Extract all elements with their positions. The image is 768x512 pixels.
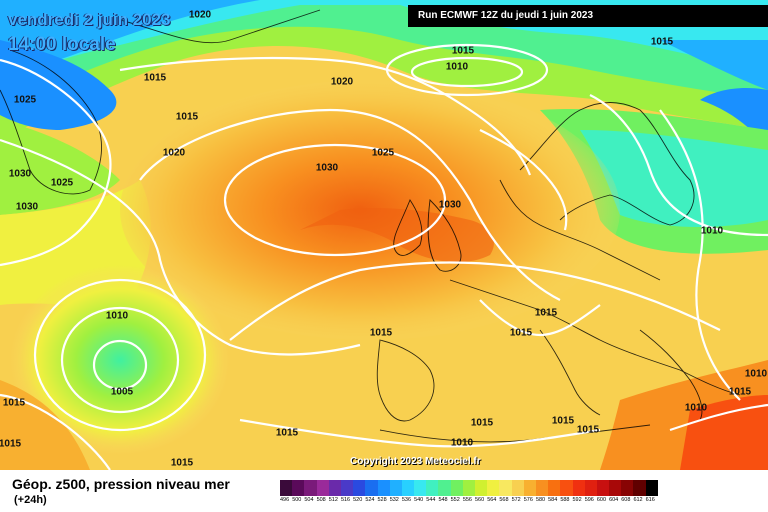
scale-label: 536 xyxy=(401,497,412,503)
legend-bar: Géop. z500, pression niveau mer (+24h) 4… xyxy=(0,470,768,512)
scale-swatch: 496 xyxy=(280,480,293,503)
scale-label: 544 xyxy=(426,497,436,503)
forecast-time: 14:00 locale xyxy=(8,34,116,55)
scale-swatch: 608 xyxy=(621,480,634,503)
scale-swatch: 588 xyxy=(560,480,573,503)
scale-swatch: 544 xyxy=(426,480,439,503)
scale-label: 552 xyxy=(450,497,460,503)
scale-swatch: 604 xyxy=(609,480,622,503)
scale-swatch: 520 xyxy=(353,480,366,503)
scale-label: 520 xyxy=(353,497,363,503)
forecast-date: vendredi 2 juin 2023 xyxy=(8,10,171,29)
scale-label: 580 xyxy=(535,497,546,503)
scale-label: 560 xyxy=(475,497,485,503)
scale-swatch: 548 xyxy=(438,480,451,503)
scale-swatch: 616 xyxy=(645,480,658,503)
scale-label: 548 xyxy=(438,497,448,503)
scale-label: 564 xyxy=(487,497,497,503)
scale-swatch: 528 xyxy=(377,480,390,503)
scale-label: 608 xyxy=(621,497,631,503)
scale-swatch: 564 xyxy=(487,480,500,503)
scale-label: 604 xyxy=(609,497,619,503)
scale-swatch: 532 xyxy=(389,480,402,503)
scale-label: 540 xyxy=(414,497,424,503)
scale-label: 600 xyxy=(596,497,607,503)
scale-label: 568 xyxy=(499,497,509,503)
scale-label: 504 xyxy=(304,497,314,503)
scale-swatch: 572 xyxy=(511,480,524,503)
scale-swatch: 556 xyxy=(462,480,475,503)
scale-label: 596 xyxy=(584,497,594,503)
scale-label: 524 xyxy=(365,497,375,503)
scale-label: 500 xyxy=(292,497,302,503)
scale-swatch: 512 xyxy=(328,480,341,503)
scale-label: 612 xyxy=(633,497,643,503)
scale-swatch: 592 xyxy=(572,480,585,503)
scale-swatch: 580 xyxy=(535,480,549,503)
scale-label: 572 xyxy=(511,497,521,503)
scale-label: 584 xyxy=(548,497,558,503)
scale-label: 532 xyxy=(389,497,399,503)
scale-label: 576 xyxy=(523,497,533,503)
scale-label: 616 xyxy=(645,497,655,503)
run-info: Run ECMWF 12Z du jeudi 1 juin 2023 xyxy=(408,5,768,27)
scale-label: 556 xyxy=(462,497,472,503)
scale-label: 516 xyxy=(340,497,351,503)
scale-label: 528 xyxy=(377,497,387,503)
scale-swatch: 568 xyxy=(499,480,512,503)
scale-swatch: 524 xyxy=(365,480,378,503)
scale-swatch: 552 xyxy=(450,480,463,503)
scale-label: 592 xyxy=(572,497,582,503)
scale-swatch: 508 xyxy=(316,480,329,503)
scale-swatch: 612 xyxy=(633,480,646,503)
scale-swatch: 596 xyxy=(584,480,597,503)
scale-swatch: 576 xyxy=(523,480,536,503)
map-title: Géop. z500, pression niveau mer xyxy=(12,476,230,492)
scale-swatch: 600 xyxy=(596,480,610,503)
scale-swatch: 516 xyxy=(340,480,354,503)
scale-swatch: 540 xyxy=(414,480,427,503)
scale-label: 588 xyxy=(560,497,570,503)
forecast-range: (+24h) xyxy=(14,494,47,506)
copyright: Copyright 2023 Meteociel.fr xyxy=(350,456,481,467)
scale-label: 512 xyxy=(328,497,338,503)
scale-label: 508 xyxy=(316,497,326,503)
weather-map xyxy=(0,0,768,470)
scale-swatch: 560 xyxy=(475,480,488,503)
scale-swatch: 500 xyxy=(292,480,305,503)
scale-swatch: 536 xyxy=(401,480,415,503)
color-scale: 496 500 504 508 512 516 520 524 528 532 536 540 544 5… xyxy=(280,480,658,503)
scale-label: 496 xyxy=(280,497,290,503)
scale-swatch: 584 xyxy=(548,480,561,503)
scale-swatch: 504 xyxy=(304,480,317,503)
